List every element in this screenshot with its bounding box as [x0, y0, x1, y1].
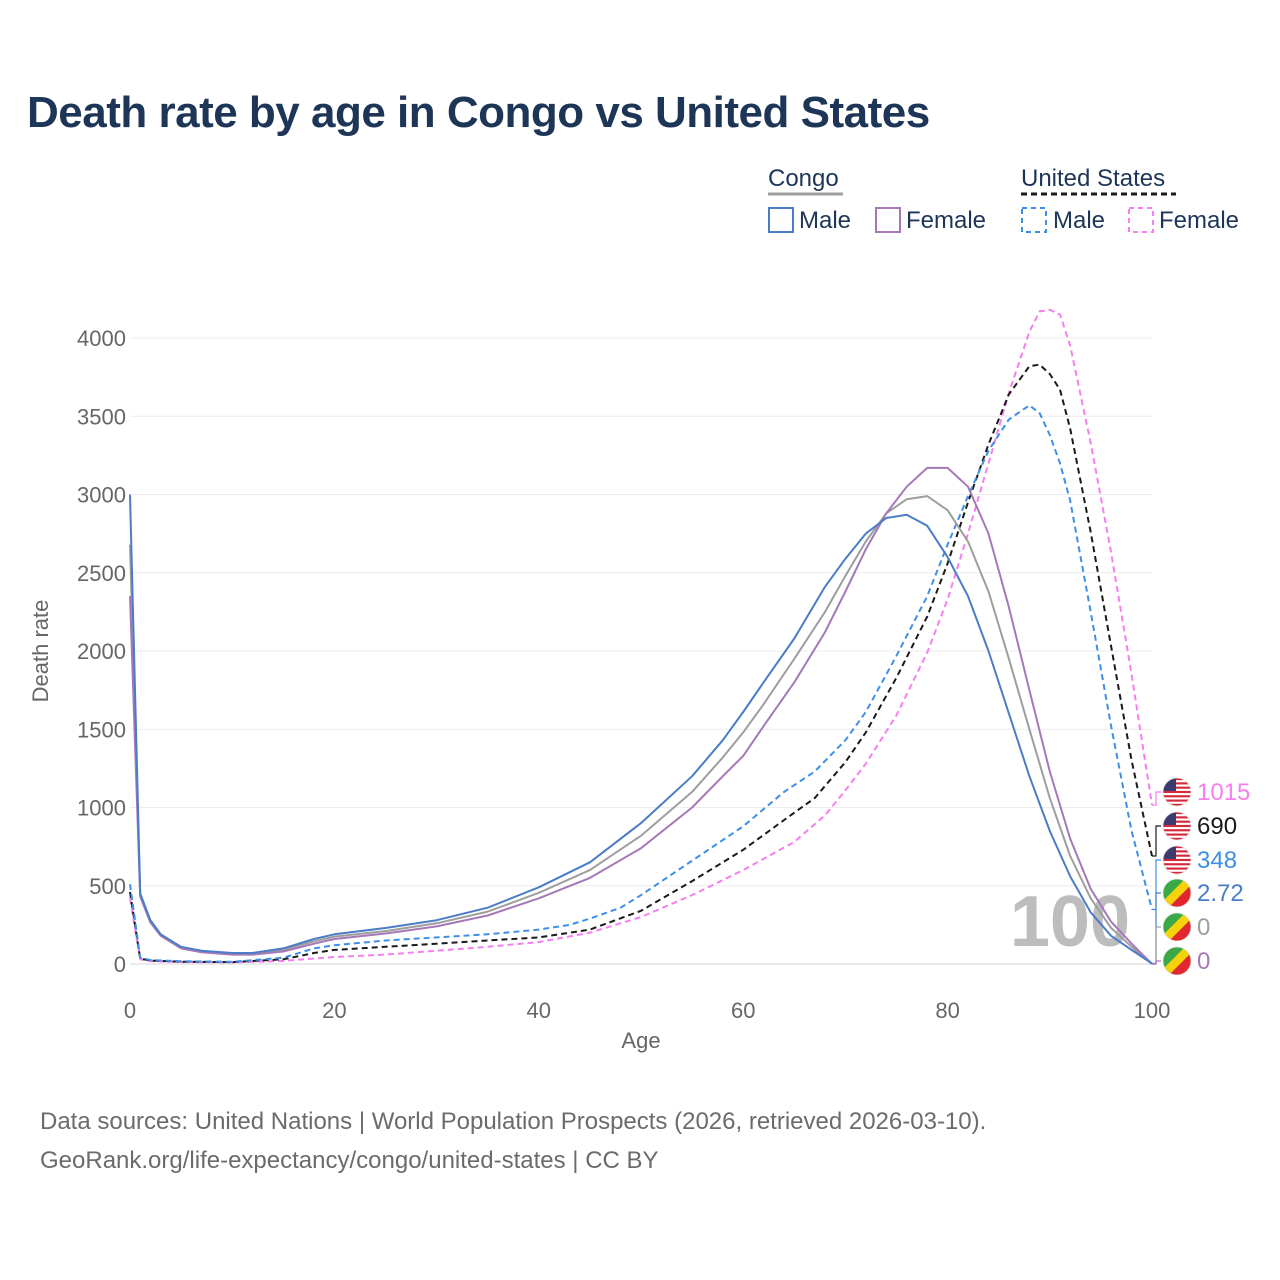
legend[interactable]: Congo United States Male Female Male Fem… — [768, 165, 1239, 234]
y-tick-500: 500 — [89, 874, 126, 899]
legend-swatch-congo-female — [875, 207, 901, 233]
end-label-congo-female: 0 — [1197, 948, 1210, 975]
legend-label-congo-female: Female — [906, 207, 986, 234]
x-tick-0: 0 — [124, 998, 136, 1023]
legend-swatch-us-male — [1021, 207, 1047, 233]
congo-flag-icon — [1163, 913, 1191, 941]
legend-swatch-us-female — [1128, 207, 1154, 233]
series-line-us-male — [129, 404, 1153, 963]
legend-label-us-male: Male — [1053, 207, 1105, 234]
chart-title: Death rate by age in Congo vs United Sta… — [27, 88, 930, 137]
us-flag-icon — [1163, 778, 1191, 806]
y-axis: 0 500 1000 1500 2000 2500 3000 3500 4000 — [77, 326, 126, 977]
end-label-congo-total: 0 — [1197, 914, 1210, 941]
x-tick-20: 20 — [322, 998, 346, 1023]
y-tick-3000: 3000 — [77, 483, 126, 508]
y-tick-2000: 2000 — [77, 639, 126, 664]
legend-label-us-female: Female — [1159, 207, 1239, 234]
gridlines — [130, 337, 1152, 965]
series-line-us-female — [129, 308, 1153, 964]
y-tick-2500: 2500 — [77, 561, 126, 586]
connector-congo-total — [1152, 926, 1161, 965]
legend-group-congo: Congo — [768, 165, 839, 192]
series-line-us-total — [129, 363, 1153, 964]
connector-us-male — [1152, 859, 1161, 911]
us-flag-icon — [1163, 846, 1191, 874]
congo-flag-icon — [1163, 947, 1191, 975]
y-axis-title: Death rate — [28, 600, 53, 703]
congo-flag-icon — [1163, 879, 1191, 907]
end-labels: 1015 690 348 2.72 0 0 — [1152, 777, 1250, 976]
end-label-us-male: 348 — [1197, 847, 1237, 874]
end-label-us-female: 1015 — [1197, 779, 1250, 806]
end-label-congo-male: 2.72 — [1197, 880, 1244, 907]
legend-label-congo-male: Male — [799, 207, 851, 234]
connector-us-female — [1152, 791, 1161, 806]
x-axis: 0 20 40 60 80 100 — [124, 998, 1170, 1023]
series-line-congo-female — [129, 466, 1153, 965]
x-tick-100: 100 — [1134, 998, 1171, 1023]
source-line-1: Data sources: United Nations | World Pop… — [40, 1108, 987, 1135]
connector-congo-female — [1152, 960, 1161, 965]
legend-group-united-states: United States — [1021, 165, 1165, 192]
y-tick-1000: 1000 — [77, 796, 126, 821]
x-tick-60: 60 — [731, 998, 755, 1023]
series-line-congo-male — [129, 494, 1153, 965]
y-tick-0: 0 — [114, 952, 126, 977]
x-tick-40: 40 — [527, 998, 551, 1023]
year-label: 100 — [1010, 882, 1130, 962]
x-tick-80: 80 — [935, 998, 959, 1023]
x-axis-title: Age — [621, 1028, 660, 1053]
y-tick-1500: 1500 — [77, 717, 126, 742]
y-tick-4000: 4000 — [77, 326, 126, 351]
y-tick-3500: 3500 — [77, 404, 126, 429]
series-line-congo-total — [129, 495, 1153, 965]
us-flag-icon — [1163, 812, 1191, 840]
end-label-us-total: 690 — [1197, 813, 1237, 840]
source-line-2: GeoRank.org/life-expectancy/congo/united… — [40, 1147, 659, 1174]
legend-swatch-congo-male — [768, 207, 794, 233]
series-lines — [129, 308, 1153, 965]
connector-us-total — [1152, 825, 1161, 857]
